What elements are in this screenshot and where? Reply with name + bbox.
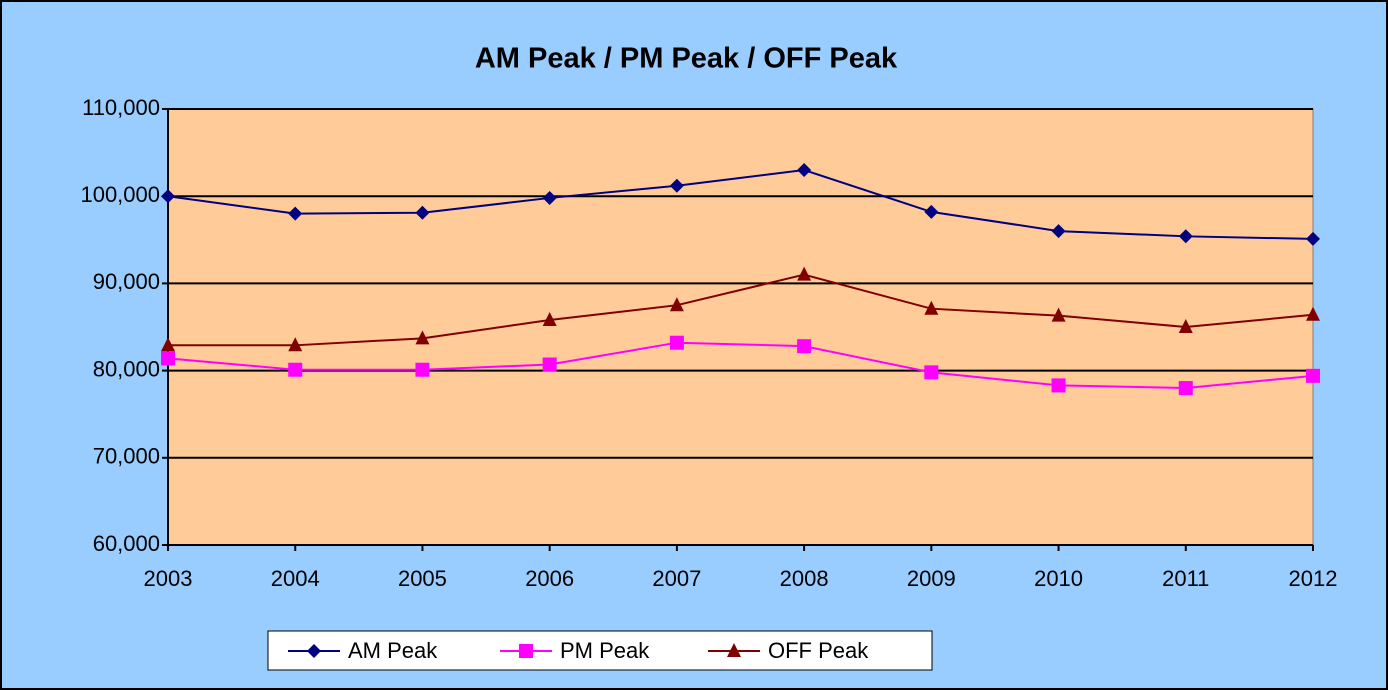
x-tick-label: 2010: [1034, 566, 1083, 591]
chart-title: AM Peak / PM Peak / OFF Peak: [475, 43, 898, 75]
x-tick-label: 2003: [144, 566, 193, 591]
series-line: [167, 169, 1314, 240]
marker: [415, 330, 430, 345]
marker: [288, 362, 303, 377]
marker: [415, 362, 430, 377]
marker: [1178, 229, 1193, 244]
series-line: [168, 273, 1314, 347]
legend: [267, 630, 933, 671]
marker: [161, 337, 175, 352]
x-tick-label: 2007: [652, 566, 701, 591]
y-tick-label: 100,000: [80, 182, 160, 207]
x-tick-label: 2006: [525, 566, 574, 591]
series-line: [167, 341, 1314, 390]
marker: [924, 300, 939, 315]
marker: [542, 190, 557, 205]
marker: [288, 337, 303, 352]
marker: [1051, 224, 1066, 239]
marker: [415, 205, 430, 220]
marker: [161, 189, 175, 204]
marker: [1178, 319, 1193, 333]
x-tick-label: 2009: [907, 566, 956, 591]
marker: [924, 365, 939, 380]
marker: [669, 178, 684, 193]
marker: [1306, 306, 1320, 321]
marker: [1178, 381, 1193, 396]
x-tick-label: 2011: [1162, 566, 1209, 591]
plot-area: [167, 108, 1314, 546]
x-tick-label: 2012: [1289, 566, 1338, 591]
legend-label: PM Peak: [560, 638, 650, 663]
marker: [797, 163, 812, 178]
marker: [1306, 231, 1320, 246]
marker: [1306, 368, 1320, 383]
marker: [669, 297, 684, 312]
x-tick-label: 2004: [271, 566, 320, 591]
marker: [797, 266, 812, 281]
marker: [161, 351, 175, 366]
x-tick-label: 2005: [398, 566, 447, 591]
legend-label: AM Peak: [348, 638, 438, 663]
y-tick-label: 110,000: [82, 95, 160, 120]
x-tick-label: 2008: [780, 566, 829, 591]
y-tick-label: 90,000: [93, 269, 160, 294]
y-tick-label: 60,000: [93, 531, 160, 556]
legend-label: OFF Peak: [768, 638, 869, 663]
marker: [1051, 307, 1066, 322]
marker: [288, 206, 303, 221]
y-tick-label: 70,000: [93, 444, 160, 469]
marker: [542, 312, 557, 327]
y-tick-label: 80,000: [93, 356, 160, 381]
marker: [1051, 378, 1066, 393]
marker: [924, 204, 939, 219]
legend-marker: [519, 644, 533, 658]
marker: [669, 335, 684, 350]
legend-marker: [307, 644, 321, 658]
marker: [797, 339, 812, 354]
legend-marker: [727, 643, 741, 657]
marker: [542, 357, 557, 372]
